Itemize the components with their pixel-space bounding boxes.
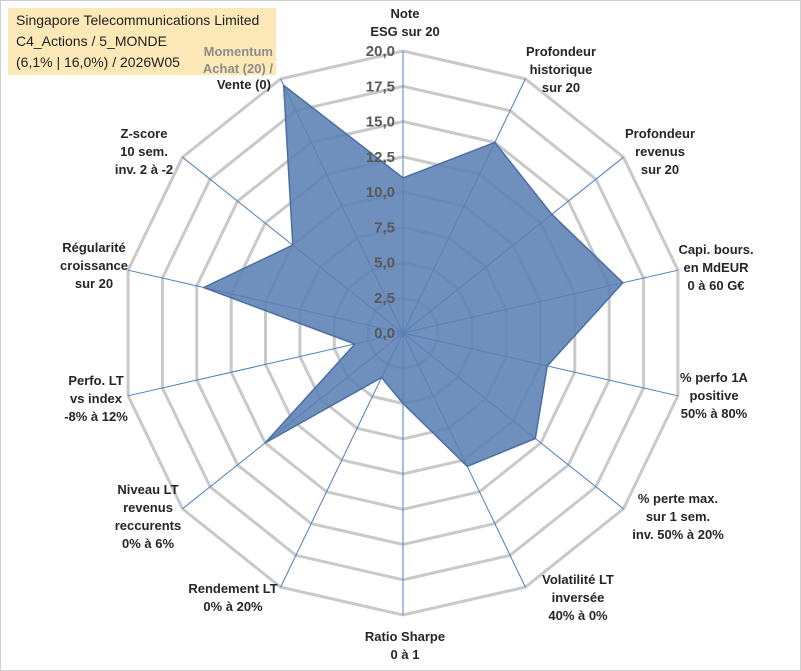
tick-label: 17,5 — [366, 78, 395, 95]
data-series — [202, 84, 624, 468]
axis-label-line: sur 20 — [75, 276, 113, 291]
tick-label: 20,0 — [366, 43, 395, 60]
tick-labels: 0,0 2,5 5,0 7,5 10,0 12,5 15,0 17,5 20,0 — [366, 43, 395, 342]
axis-label-line: ESG sur 20 — [370, 24, 439, 39]
axis-label-line: 0% à 6% — [122, 536, 174, 551]
axis-label-line: Note — [391, 6, 420, 21]
axis-label-line: historique — [530, 62, 593, 77]
axis-label-line: en MdEUR — [684, 260, 750, 275]
axis-label-line: 40% à 0% — [548, 608, 608, 623]
axis-label-line: inversée — [552, 590, 605, 605]
axis-label-line: sur 1 sem. — [646, 509, 710, 524]
tick-label: 15,0 — [366, 114, 395, 131]
tick-label: 5,0 — [374, 255, 395, 272]
axis-label-line: Niveau LT — [117, 482, 178, 497]
axis-label-line: sur 20 — [542, 80, 580, 95]
axis-label-line: -8% à 12% — [64, 409, 128, 424]
tick-label: 2,5 — [374, 290, 395, 307]
axis-label-line: % perfo 1A — [680, 370, 749, 385]
axis-label-line: revenus — [123, 500, 173, 515]
axis-labels: Note ESG sur 20 Profondeur historique sur 20… — [60, 6, 754, 662]
tick-label: 12,5 — [366, 149, 395, 166]
chart-title-company: Singapore Telecommunications Limited — [16, 12, 260, 28]
axis-label-line: revenus — [635, 144, 685, 159]
title-box — [8, 8, 276, 75]
tick-label: 0,0 — [374, 325, 395, 342]
axis-label-line: 0 à 1 — [391, 647, 420, 662]
axis-label-line: Régularité — [62, 240, 126, 255]
series-area — [202, 84, 624, 468]
chart-title-category: C4_Actions / 5_MONDE — [16, 33, 167, 49]
axis-label-line: Profondeur — [526, 44, 596, 59]
axis-label-line: % perte max. — [638, 491, 718, 506]
axis-label-line: positive — [689, 388, 738, 403]
axis-label-line: croissance — [60, 258, 128, 273]
axis-label-line: Rendement LT — [188, 581, 277, 596]
axis-label-line: 10 sem. — [120, 144, 168, 159]
axis-label-line: Volatilité LT — [542, 572, 614, 587]
axis-label-line: Z-score — [121, 126, 168, 141]
axis-label-line: Perfo. LT — [68, 373, 123, 388]
axis-label-line: sur 20 — [641, 162, 679, 177]
legend-achat: Achat (20) / — [202, 61, 273, 76]
axis-label-line: inv. 50% à 20% — [632, 527, 724, 542]
axis-label-line: 0% à 20% — [203, 599, 263, 614]
axis-label-line: vs index — [70, 391, 123, 406]
axis-label-line: reccurents — [115, 518, 181, 533]
axis-label-line: inv. 2 à -2 — [115, 162, 173, 177]
axis-label-line: 50% à 80% — [681, 406, 748, 421]
axis-label-line: Vente (0) — [217, 77, 271, 92]
chart-title-period: (6,1% | 16,0%) / 2026W05 — [16, 54, 180, 70]
legend-momentum: Momentum — [203, 44, 273, 59]
axis-label-line: Profondeur — [625, 126, 695, 141]
axis-label-line: Ratio Sharpe — [365, 629, 445, 644]
tick-label: 7,5 — [374, 219, 395, 236]
axis-label-line: 0 à 60 G€ — [687, 278, 744, 293]
tick-label: 10,0 — [366, 184, 395, 201]
axis-label-line: Capi. bours. — [678, 242, 753, 257]
